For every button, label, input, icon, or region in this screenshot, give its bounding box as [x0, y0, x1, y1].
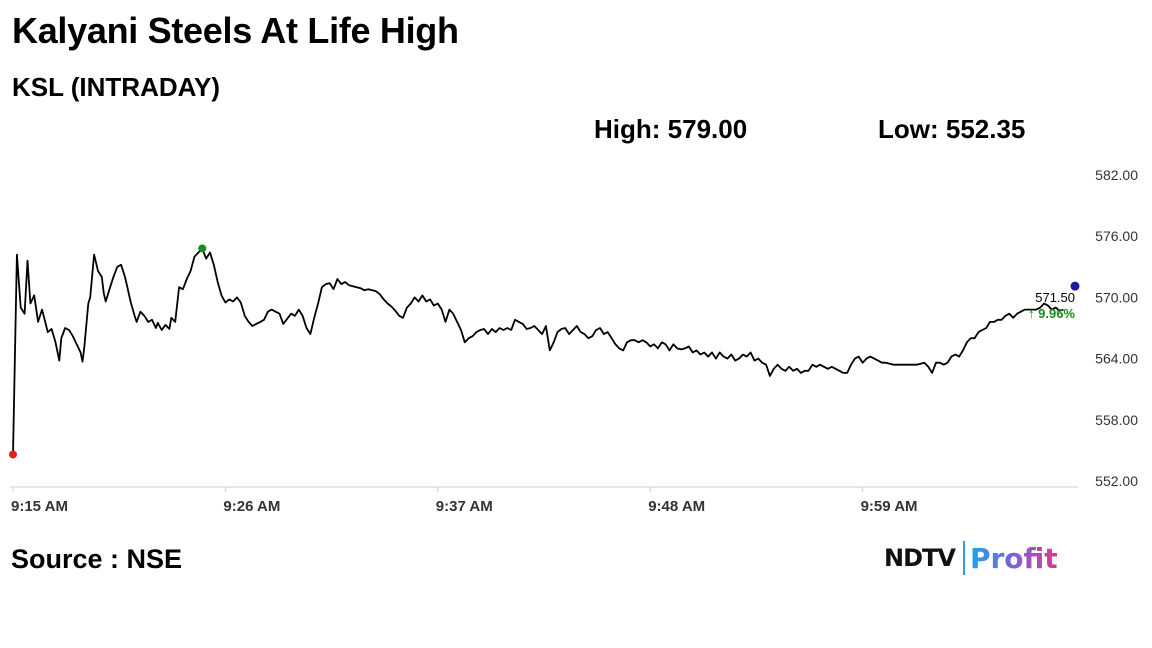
logo-profit-text: Profit [969, 541, 1058, 575]
x-tick-label: 9:48 AM [648, 498, 705, 515]
low-price-label: Low: 552.35 [878, 114, 1026, 144]
high-price-label: High: 579.00 [594, 114, 748, 144]
y-tick-label: 552.00 [1095, 473, 1138, 489]
y-tick-label: 558.00 [1095, 412, 1138, 428]
x-tick-group: 9:15 AM 9:26 AM 9:37 AM 9:48 AM 9:59 AM [11, 487, 918, 515]
y-tick-label: 576.00 [1095, 228, 1138, 244]
logo-ndtv-text: NDTV [884, 544, 956, 572]
percent-change-label: ↑ 9.96% [1028, 306, 1075, 321]
ndtv-profit-logo: NDTV Profit [884, 538, 1058, 578]
chart-title: Kalyani Steels At Life High [12, 10, 459, 51]
intraday-line-chart: 9:15 AM 9:26 AM 9:37 AM 9:48 AM 9:59 AM 582.… [9, 167, 1138, 515]
x-tick-label: 9:26 AM [223, 498, 280, 515]
x-tick-label: 9:59 AM [861, 498, 918, 515]
last-price-marker [1070, 281, 1080, 291]
source-note: Source : NSE [11, 544, 183, 574]
x-axis: 9:15 AM 9:26 AM 9:37 AM 9:48 AM 9:59 AM [10, 486, 1078, 515]
y-tick-label: 570.00 [1095, 289, 1138, 305]
chart-subtitle: KSL (INTRADAY) [12, 72, 221, 102]
last-price-label: 571.50 [1035, 290, 1075, 305]
price-series-line [12, 247, 1064, 455]
y-tick-label: 564.00 [1095, 351, 1138, 367]
y-tick-label: 582.00 [1095, 167, 1138, 183]
y-axis: 582.00 576.00 570.00 564.00 558.00 552.00 [1095, 167, 1138, 489]
session-low-marker [9, 450, 17, 459]
session-high-marker [198, 244, 207, 253]
x-tick-label: 9:37 AM [436, 498, 493, 515]
x-tick-label: 9:15 AM [11, 498, 68, 515]
logo-divider [962, 541, 965, 575]
